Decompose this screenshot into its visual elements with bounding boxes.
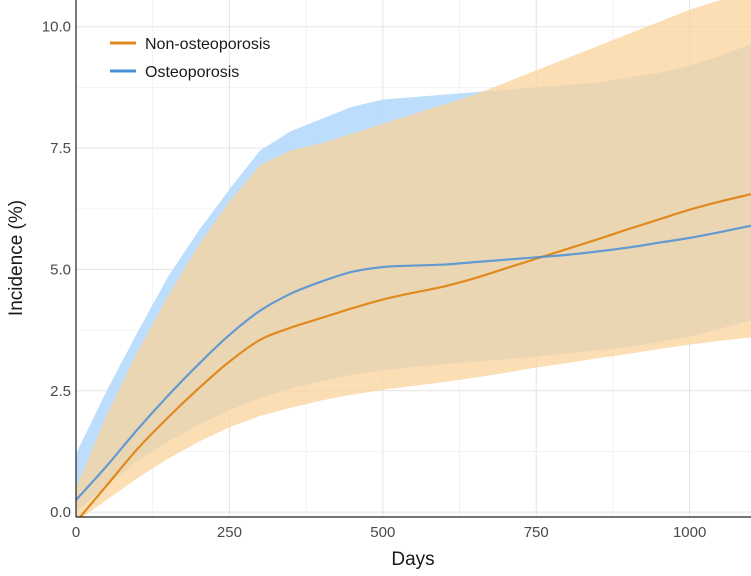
x-tick-label: 500	[370, 524, 395, 541]
confidence-bands	[76, 0, 751, 517]
legend-label-non-osteoporosis: Non-osteoporosis	[145, 36, 270, 53]
legend-label-osteoporosis: Osteoporosis	[145, 64, 239, 81]
ci-band-non-osteoporosis	[76, 0, 751, 517]
x-tick-label: 0	[72, 524, 80, 541]
y-tick-label: 0.0	[50, 504, 71, 521]
series-line-non-osteoporosis	[78, 193, 751, 517]
tick-labels: 0 250 500 750 1000 0.0 2.5 5.0 7.5 10.0	[42, 19, 707, 541]
x-tick-label: 1000	[673, 524, 706, 541]
x-axis-label: Days	[391, 549, 434, 570]
y-tick-label: 10.0	[42, 19, 71, 36]
y-tick-label: 2.5	[50, 383, 71, 400]
y-tick-label: 5.0	[50, 261, 71, 278]
y-axis-label: Incidence (%)	[6, 200, 27, 316]
y-tick-label: 7.5	[50, 140, 71, 157]
x-tick-label: 750	[524, 524, 549, 541]
series-lines	[76, 193, 751, 517]
legend: Non-osteoporosis Osteoporosis	[110, 36, 270, 81]
series-line-osteoporosis	[76, 224, 751, 501]
axes	[75, 0, 751, 518]
x-tick-label: 250	[217, 524, 242, 541]
